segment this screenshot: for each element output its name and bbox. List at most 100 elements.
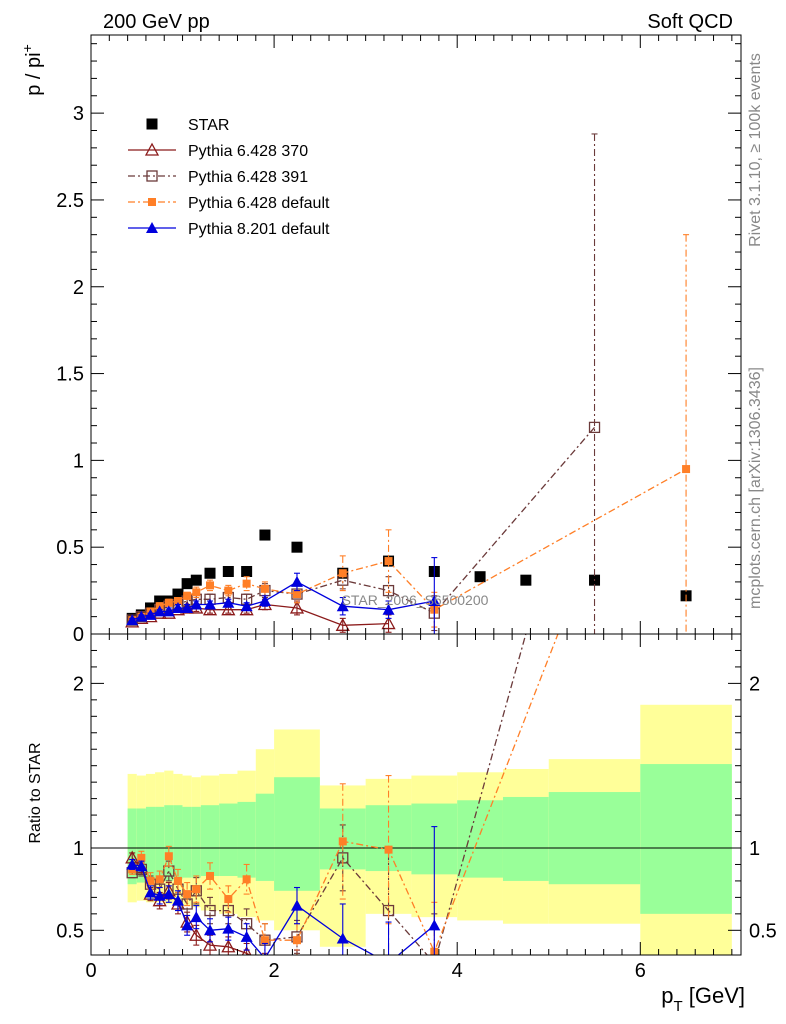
ratio-axes: 0.5 0.5 1 1 2 2 0 2 4 6 (56, 634, 777, 982)
main-point-star (154, 595, 166, 607)
main-point-p8def (153, 605, 166, 617)
ratio-panel: 0.5 0.5 1 1 2 2 0 2 4 6 Ratio to STAR pT [GeV] (27, 633, 777, 1015)
ratio-point-p6def (155, 875, 164, 884)
band-inner (237, 801, 256, 878)
legend-marker-p370 (144, 142, 160, 156)
ratio-y-axis-label: Ratio to STAR (27, 742, 44, 843)
main-point-p8def (290, 575, 303, 587)
ratio-ytick-label-right: 0.5 (749, 920, 777, 942)
main-ytick-label: 1.5 (56, 364, 84, 386)
ratio-point-p370 (337, 974, 349, 985)
main-point-star (172, 588, 184, 600)
ratio-point-p391 (429, 958, 439, 968)
main-point-p370 (221, 602, 236, 616)
legend-entry-p370: Pythia 6.428 370 (128, 142, 308, 160)
ratio-point-p8def (428, 919, 441, 931)
ratio-point-p6def (206, 871, 215, 880)
legend-marker-p391 (146, 170, 158, 182)
ratio-point-p8def (336, 932, 349, 944)
x-tick-label: 4 (452, 960, 463, 982)
ratio-point-p8def (190, 911, 203, 923)
ratio-line-p391 (131, 634, 527, 955)
ratio-series-p8def (126, 826, 441, 955)
main-point-p8def (171, 601, 184, 613)
band-inner (136, 808, 146, 883)
ratio-point-p370 (189, 927, 204, 941)
legend-label-p370: Pythia 6.428 370 (188, 143, 308, 160)
legend-marker-star (146, 118, 158, 130)
main-point-p6def (384, 557, 393, 566)
band-inner (457, 800, 503, 878)
legend-entry-star: STAR (146, 117, 229, 134)
band-inner (173, 805, 183, 880)
ratio-point-p8def (162, 888, 175, 900)
main-point-star (181, 578, 193, 590)
legend-label-p8def: Pythia 8.201 default (188, 221, 330, 238)
ratio-ytick-label-right: 1 (749, 838, 760, 860)
main-series-p6def (128, 234, 691, 634)
ratio-point-p8def (204, 924, 217, 936)
band-inner (145, 806, 156, 881)
main-point-p6def (192, 588, 201, 597)
legend: STAR Pythia 6.428 370 Pythia 6.428 391 Pyth… (128, 117, 330, 238)
main-point-star (520, 574, 532, 586)
main-point-p8def (336, 600, 349, 612)
legend-entry-p391: Pythia 6.428 391 (128, 169, 308, 186)
ratio-series-p6def (128, 634, 559, 955)
band-inner (219, 803, 238, 876)
main-point-p6def (682, 465, 691, 474)
ratio-ytick-label: 0.5 (56, 920, 84, 942)
main-point-p6def (206, 581, 215, 590)
legend-label-star: STAR (188, 117, 229, 134)
x-tick-label: 6 (635, 960, 646, 982)
band-inner (191, 806, 201, 878)
legend-marker-p8def (146, 222, 158, 233)
main-point-p8def (162, 605, 175, 617)
band-inner (274, 777, 320, 891)
band-inner (200, 805, 220, 876)
band-inner (640, 764, 732, 914)
ratio-point-p8def (263, 952, 267, 955)
main-point-star (204, 567, 216, 579)
main-point-p8def (428, 595, 441, 607)
ratio-point-p8def (290, 899, 303, 911)
main-point-p6def (224, 586, 233, 595)
main-point-p8def (190, 598, 203, 610)
x-axis-label: pT [GeV] (661, 983, 745, 1015)
legend-label-p391: Pythia 6.428 391 (188, 169, 308, 186)
band-inner (127, 808, 137, 885)
band-inner (255, 793, 275, 881)
main-point-star (291, 541, 303, 553)
legend-entry-p6def: Pythia 6.428 default (128, 195, 330, 212)
ratio-point-p370 (383, 974, 395, 985)
ratio-frame (90, 633, 742, 956)
main-line-p8def (131, 581, 435, 621)
ratio-point-p6def (137, 853, 146, 862)
ratio-point-p6def (224, 895, 233, 904)
rivet-version-label: Rivet 3.1.10, ≥ 100k events (747, 53, 764, 247)
ratio-point-p8def (144, 886, 157, 898)
ratio-point-p8def (135, 860, 148, 872)
ratio-point-p6def (384, 845, 393, 854)
ratio-point-p8def (222, 922, 235, 934)
main-point-star (241, 565, 253, 577)
energy-label: 200 GeV pp (103, 11, 210, 33)
ratio-point-p6def (164, 852, 173, 861)
main-point-p370 (335, 617, 350, 631)
x-tick-label: 2 (269, 960, 280, 982)
band-inner (548, 792, 641, 885)
main-point-p8def (204, 598, 217, 610)
ratio-point-p6def (146, 876, 155, 885)
ratio-point-p6def (192, 885, 201, 894)
main-series-p8def (126, 557, 441, 634)
ratio-data-area (125, 634, 559, 985)
band-inner (182, 806, 192, 878)
ratio-line-p8def (132, 863, 435, 955)
main-panel: STAR_2006_S6500200 0 0.5 1 1.5 2 2.5 3 p / pi+… (19, 34, 742, 646)
ratio-point-p6def (260, 936, 269, 945)
ratio-point-p8def (153, 889, 166, 901)
main-axes: 0 0.5 1 1.5 2 2.5 3 (56, 35, 741, 646)
x-axis-label-sub: T (673, 998, 682, 1015)
main-point-p391 (588, 421, 601, 434)
band-inner (155, 806, 165, 881)
